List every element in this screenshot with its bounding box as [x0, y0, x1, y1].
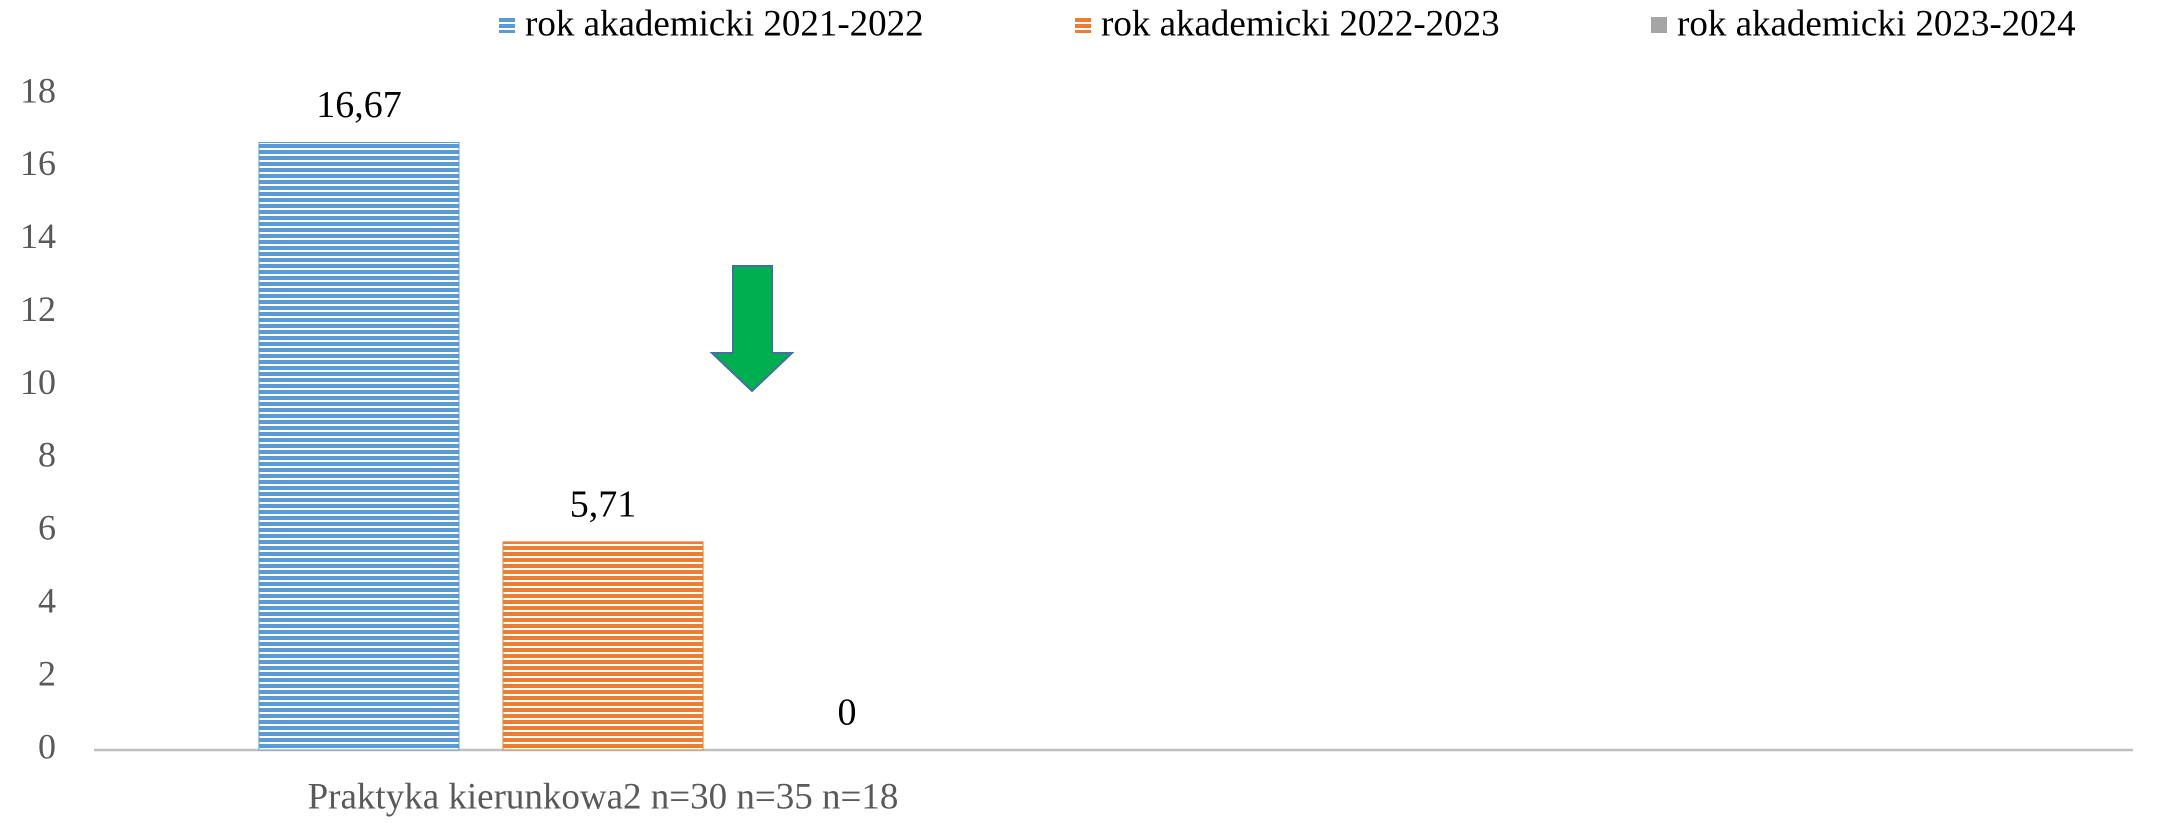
legend-swatch — [1651, 17, 1667, 33]
bar — [502, 541, 704, 751]
value-label: 0 — [838, 692, 857, 734]
x-tick-label: Praktyka kierunkowa2 n=30 n=35 n=18 — [308, 776, 899, 817]
y-tick-label: 2 — [38, 653, 56, 693]
legend-swatch — [1075, 17, 1091, 33]
down-arrow — [709, 265, 795, 393]
value-label: 16,67 — [316, 84, 402, 126]
legend-label: rok akademicki 2023-2024 — [1677, 3, 2076, 44]
legend-swatch — [499, 17, 515, 33]
y-tick-label: 4 — [38, 580, 56, 620]
y-tick-label: 10 — [20, 362, 56, 402]
y-tick-label: 0 — [38, 726, 56, 766]
y-tick-label: 12 — [20, 289, 56, 329]
y-tick-label: 18 — [20, 70, 56, 110]
y-tick-label: 6 — [38, 508, 56, 548]
y-tick-label: 8 — [38, 435, 56, 475]
value-label: 5,71 — [570, 484, 637, 526]
legend-label: rok akademicki 2021-2022 — [525, 3, 924, 44]
y-tick-label: 14 — [20, 216, 56, 256]
legend-label: rok akademicki 2022-2023 — [1101, 3, 1500, 44]
bar — [258, 141, 460, 751]
y-tick-label: 16 — [20, 143, 56, 183]
